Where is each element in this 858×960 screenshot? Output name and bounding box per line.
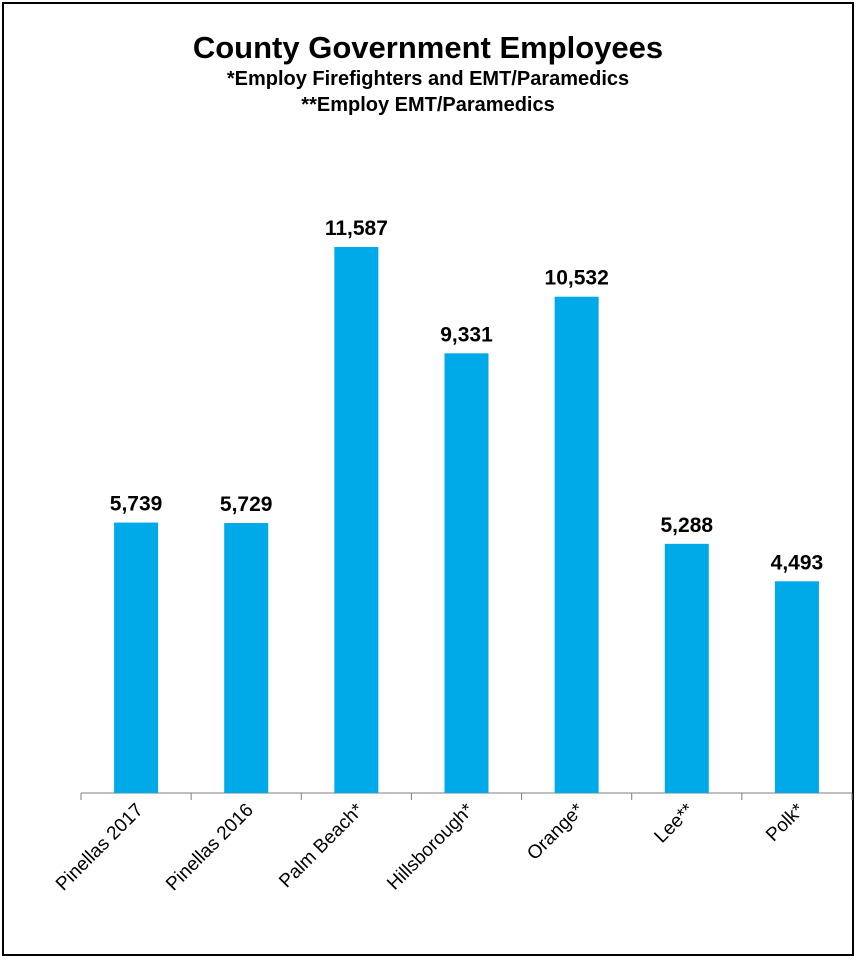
chart-subtitle-2: **Employ EMT/Paramedics xyxy=(301,94,555,116)
chart-title: County Government Employees xyxy=(192,30,664,65)
chart-titles: County Government Employees *Employ Fire… xyxy=(4,30,852,118)
x-tick-label: Hillsborough* xyxy=(383,799,478,894)
bar xyxy=(114,522,159,793)
x-tick-label: Orange* xyxy=(523,799,588,864)
x-tick-label: Lee** xyxy=(651,799,699,847)
data-label: 10,532 xyxy=(545,267,609,290)
data-label: 4,493 xyxy=(771,551,824,574)
x-tick-label: Polk* xyxy=(762,799,809,846)
x-tick-label: Pinellas 2016 xyxy=(162,800,258,896)
bar xyxy=(554,296,599,793)
data-label: 5,729 xyxy=(220,493,273,516)
data-label: 5,288 xyxy=(661,514,714,537)
data-label: 11,587 xyxy=(325,217,388,240)
data-label: 9,331 xyxy=(440,323,493,346)
x-tick-label: Pinellas 2017 xyxy=(52,800,148,896)
bar xyxy=(664,543,709,793)
chart-subtitle-1: *Employ Firefighters and EMT/Paramedics xyxy=(226,68,630,90)
bar xyxy=(334,247,379,793)
bar xyxy=(774,581,819,793)
bar xyxy=(224,523,269,793)
bar xyxy=(444,353,489,793)
x-tick-label: Palm Beach* xyxy=(275,799,368,892)
data-label: 5,739 xyxy=(110,493,163,516)
